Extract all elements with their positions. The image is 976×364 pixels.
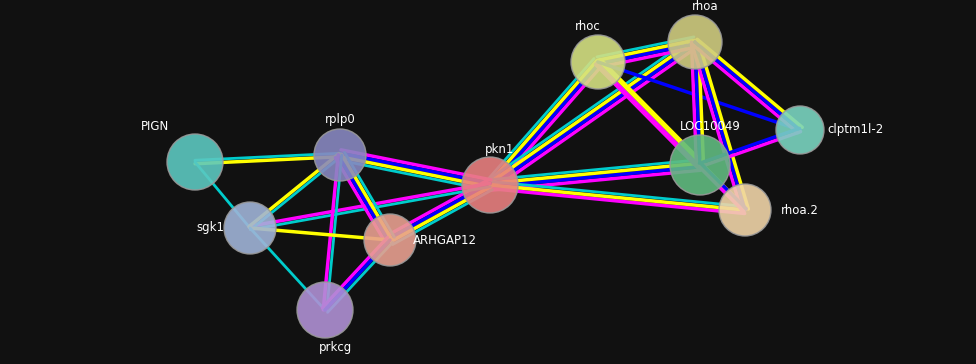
Text: rhoc: rhoc	[575, 20, 601, 33]
Text: rhoa: rhoa	[692, 0, 718, 13]
Text: LOC10049: LOC10049	[679, 120, 741, 134]
Text: sgk1: sgk1	[196, 222, 224, 234]
Circle shape	[462, 157, 518, 213]
Circle shape	[224, 202, 276, 254]
Circle shape	[297, 282, 353, 338]
Text: pkn1: pkn1	[485, 143, 514, 157]
Circle shape	[314, 129, 366, 181]
Text: rplp0: rplp0	[325, 114, 355, 127]
Circle shape	[668, 15, 722, 69]
Circle shape	[364, 214, 416, 266]
Circle shape	[571, 35, 625, 89]
Circle shape	[670, 135, 730, 195]
Circle shape	[167, 134, 223, 190]
Circle shape	[776, 106, 824, 154]
Circle shape	[719, 184, 771, 236]
Text: clptm1l-2: clptm1l-2	[827, 123, 883, 136]
Text: prkcg: prkcg	[318, 341, 351, 355]
Text: rhoa.2: rhoa.2	[781, 203, 819, 217]
Text: ARHGAP12: ARHGAP12	[413, 233, 477, 246]
Text: PIGN: PIGN	[141, 120, 169, 134]
